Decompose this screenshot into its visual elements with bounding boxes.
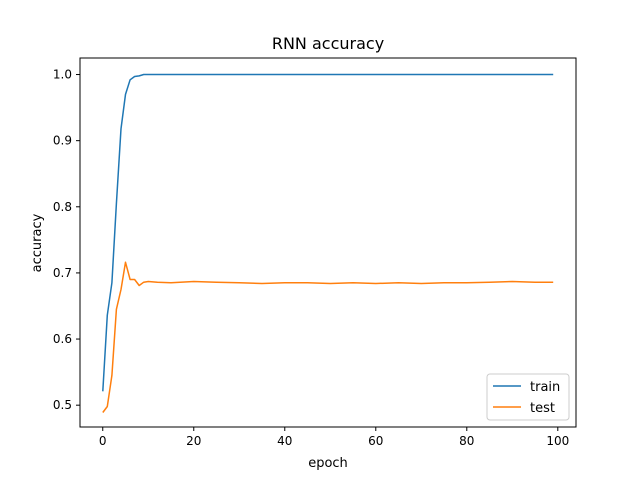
series-line-test xyxy=(102,261,554,413)
x-tick-label: 100 xyxy=(546,434,569,448)
y-tick-label: 0.8 xyxy=(53,200,72,214)
x-tick-label: 80 xyxy=(459,434,474,448)
legend-label-test: test xyxy=(530,401,555,416)
y-tick-label: 0.9 xyxy=(53,134,72,148)
x-tick-label: 20 xyxy=(186,434,201,448)
series-line-train xyxy=(102,73,554,392)
y-axis: 0.5 0.6 0.7 0.8 0.9 1.0 xyxy=(53,68,80,412)
legend-label-train: train xyxy=(530,380,560,395)
x-tick-label: 60 xyxy=(368,434,383,448)
y-tick-label: 0.6 xyxy=(53,332,72,346)
x-tick-label: 40 xyxy=(277,434,292,448)
chart-title: RNN accuracy xyxy=(272,34,384,53)
x-tick-label: 0 xyxy=(99,434,107,448)
y-axis-label: accuracy xyxy=(30,213,45,272)
x-axis-label: epoch xyxy=(308,456,348,471)
series-layer xyxy=(102,73,554,413)
y-tick-label: 0.7 xyxy=(53,266,72,280)
legend: train test xyxy=(486,373,570,421)
y-tick-label: 1.0 xyxy=(53,68,72,82)
x-axis: 0 20 40 60 80 100 xyxy=(99,427,569,448)
plot-frame xyxy=(79,57,577,428)
y-tick-label: 0.5 xyxy=(53,398,72,412)
